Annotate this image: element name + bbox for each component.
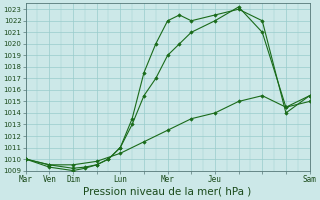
X-axis label: Pression niveau de la mer( hPa ): Pression niveau de la mer( hPa ): [84, 187, 252, 197]
